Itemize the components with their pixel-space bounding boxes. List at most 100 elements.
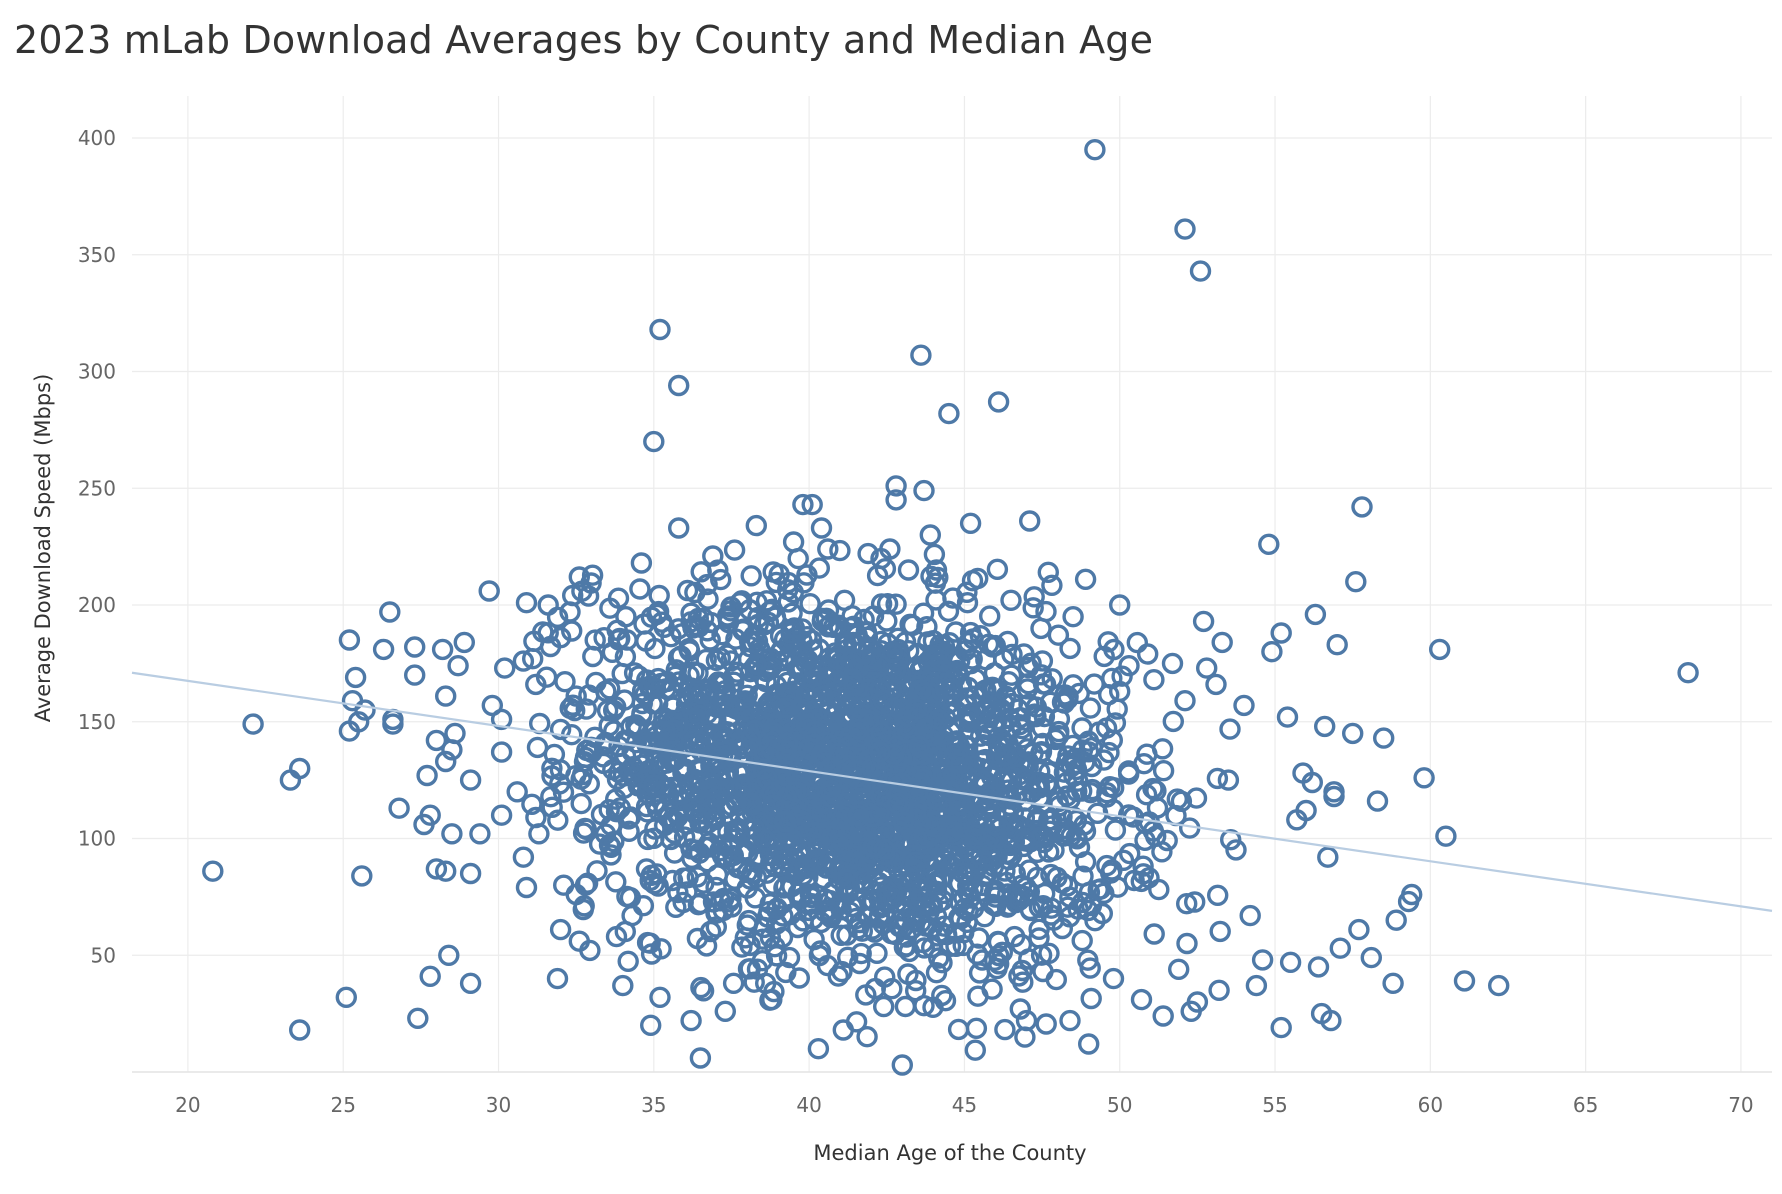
x-tick-label: 55: [1262, 1093, 1287, 1117]
data-point: [981, 978, 1003, 1000]
data-point: [769, 854, 792, 877]
data-point: [600, 814, 622, 837]
data-point: [998, 894, 1020, 917]
data-point: [965, 1017, 988, 1040]
data-point: [453, 631, 475, 654]
data-point: [676, 579, 699, 602]
data-point: [644, 677, 667, 699]
data-point: [687, 894, 710, 916]
data-point: [1000, 589, 1022, 611]
data-point: [547, 809, 569, 831]
data-point: [404, 664, 426, 686]
data-point: [901, 614, 924, 637]
data-point: [847, 805, 870, 827]
data-point: [1326, 634, 1348, 656]
data-point: [618, 820, 640, 842]
data-point: [815, 731, 837, 753]
data-point: [1030, 944, 1053, 966]
data-point: [1070, 780, 1093, 802]
data-point: [1104, 819, 1127, 841]
data-point: [893, 936, 916, 958]
data-point: [1118, 842, 1141, 865]
tick-labels: 20 25 30 35 40 45 50 55 60 65 70 50 100 150 200 250 300 3…: [78, 126, 1754, 1117]
data-point: [646, 603, 668, 626]
data-point: [1143, 923, 1165, 945]
data-point: [506, 781, 528, 803]
data-point: [869, 741, 891, 763]
data-point: [791, 618, 813, 640]
data-points: [202, 138, 1699, 1076]
data-point: [848, 718, 870, 740]
data-point: [993, 648, 1015, 670]
data-point: [723, 671, 745, 693]
data-point: [939, 678, 961, 700]
data-point: [607, 629, 630, 651]
data-point: [857, 542, 879, 565]
data-point: [700, 709, 722, 731]
data-point: [1317, 846, 1339, 868]
data-point: [581, 741, 603, 764]
data-point: [577, 585, 600, 607]
data-point: [848, 863, 870, 885]
data-point: [730, 693, 753, 716]
data-point: [745, 654, 768, 676]
data-point: [1487, 974, 1510, 997]
data-point: [906, 890, 929, 912]
data-point: [975, 863, 998, 885]
data-point: [1011, 727, 1033, 749]
data-point: [810, 517, 833, 539]
data-point: [962, 877, 984, 899]
data-point: [667, 881, 689, 904]
data-point: [680, 1009, 702, 1032]
data-point: [739, 958, 761, 980]
data-point: [279, 769, 302, 791]
data-point: [1118, 655, 1140, 677]
x-tick-label: 25: [330, 1093, 355, 1117]
data-point: [711, 834, 733, 856]
data-point: [964, 1039, 986, 1061]
data-point: [986, 558, 1009, 580]
data-point: [953, 897, 976, 920]
data-point: [793, 815, 816, 838]
data-point: [941, 845, 964, 867]
data-point: [549, 627, 572, 649]
data-point: [541, 796, 563, 818]
data-point: [1206, 884, 1229, 906]
data-point: [775, 697, 797, 719]
data-point: [994, 1018, 1016, 1041]
data-point: [1013, 643, 1035, 665]
data-point: [921, 936, 943, 959]
data-point: [929, 868, 952, 890]
data-point: [441, 823, 463, 845]
data-point: [1143, 669, 1165, 691]
data-point: [837, 868, 859, 891]
data-point: [910, 679, 932, 701]
data-point: [1341, 722, 1364, 745]
data-point: [629, 578, 651, 600]
data-point: [553, 874, 575, 896]
data-point: [521, 793, 543, 815]
y-axis-title: Average Download Speed (Mbps): [31, 374, 55, 723]
data-point: [987, 930, 1009, 953]
data-point: [425, 858, 448, 880]
data-point: [801, 671, 823, 693]
data-point: [1148, 878, 1170, 901]
data-point: [913, 479, 935, 502]
data-point: [841, 605, 863, 627]
data-point: [873, 838, 896, 860]
data-point: [1102, 967, 1125, 990]
data-point: [824, 642, 846, 664]
data-point: [780, 622, 802, 644]
data-point: [599, 597, 621, 619]
data-point: [803, 928, 825, 951]
data-point: [988, 953, 1010, 975]
data-point: [1008, 714, 1031, 736]
data-point: [668, 517, 690, 539]
data-point: [981, 676, 1004, 698]
data-point: [973, 749, 995, 771]
data-point: [1059, 1009, 1081, 1032]
data-point: [1083, 673, 1105, 695]
data-point: [882, 888, 904, 910]
data-point: [425, 729, 448, 752]
data-point: [1176, 932, 1198, 955]
